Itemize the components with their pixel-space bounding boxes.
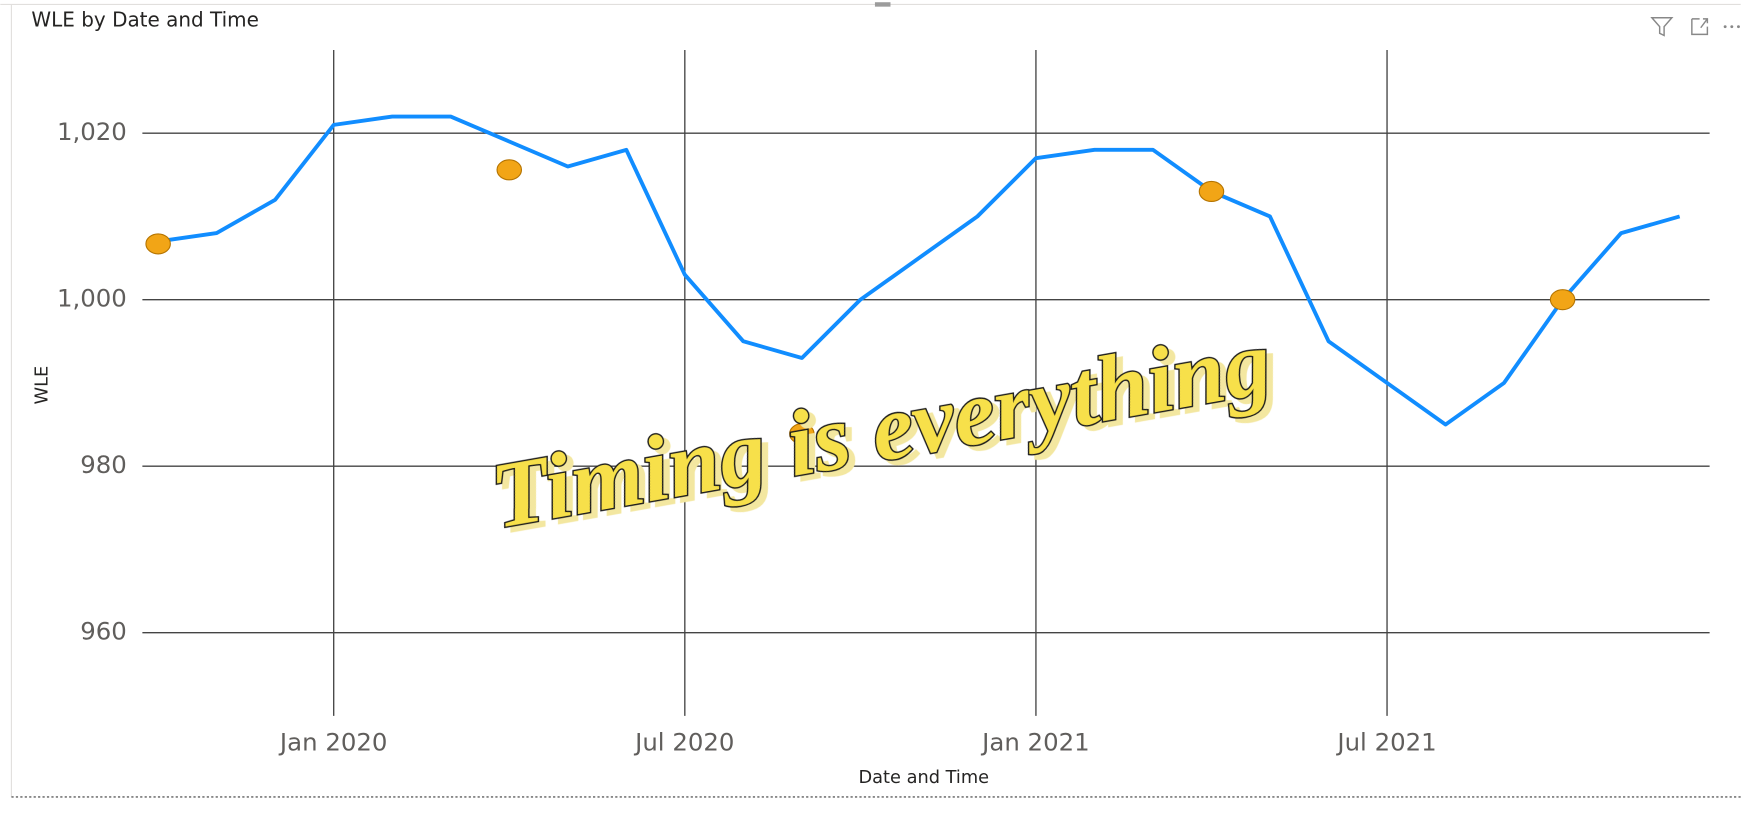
line (157, 114, 1681, 427)
plot-area (157, 114, 1681, 427)
grid: 960 980 1,000 1,020 Jan 2020 Jul 2020 Jan 2021… (57, 49, 1710, 757)
y-tick-label: 960 (80, 617, 127, 646)
markers (145, 159, 1576, 445)
x-axis-label: Date and Time (859, 768, 990, 788)
marker (1549, 289, 1576, 311)
y-tick-label: 1,020 (57, 117, 127, 146)
focus-icon[interactable] (1691, 18, 1709, 36)
x-tick-label: Jul 2020 (633, 728, 734, 757)
x-tick-label: Jul 2021 (1335, 728, 1436, 757)
y-tick-label: 1,000 (57, 284, 127, 313)
filter-icon[interactable] (1650, 17, 1674, 37)
chart-title: WLE by Date and Time (31, 8, 259, 32)
x-tick-label: Jan 2020 (278, 728, 388, 757)
visual-header (1650, 17, 1740, 37)
annotation: Timing is everything (484, 310, 1279, 548)
marker (789, 423, 815, 445)
marker (496, 159, 523, 181)
marker (1198, 180, 1225, 203)
x-tick-label: Jan 2021 (980, 728, 1090, 757)
resize-handle[interactable] (874, 2, 891, 7)
y-tick-label: 980 (80, 450, 127, 479)
y-axis-label: WLE (32, 366, 52, 405)
marker (145, 233, 171, 255)
more-icon[interactable] (1723, 25, 1740, 29)
